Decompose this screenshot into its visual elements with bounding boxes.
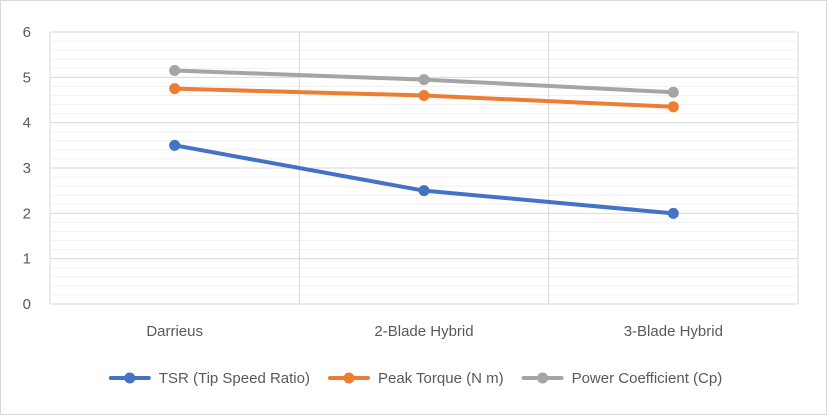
legend-marker (537, 372, 549, 384)
y-tick-label: 4 (23, 115, 31, 132)
data-point (667, 86, 679, 98)
data-point (418, 74, 430, 86)
legend-label: TSR (Tip Speed Ratio) (159, 370, 310, 387)
legend-marker (343, 372, 355, 384)
series-0 (169, 139, 679, 219)
x-axis-categories: Darrieus 2-Blade Hybrid 3-Blade Hybrid (146, 323, 723, 340)
data-point (169, 139, 181, 151)
legend-marker (124, 372, 136, 384)
legend-item-0: TSR (Tip Speed Ratio) (108, 370, 310, 387)
data-point (169, 83, 181, 95)
data-point (667, 207, 679, 219)
legend-item-2: Power Coefficient (Cp) (521, 370, 723, 387)
data-point (418, 89, 430, 101)
legend-item-1: Peak Torque (N m) (327, 370, 504, 387)
series-lines (169, 65, 679, 219)
legend-label: Power Coefficient (Cp) (572, 370, 723, 387)
series-2 (169, 65, 679, 98)
y-tick-label: 2 (23, 205, 31, 222)
legend-label: Peak Torque (N m) (378, 370, 504, 387)
series-1 (169, 83, 679, 113)
data-point (667, 101, 679, 113)
legend: TSR (Tip Speed Ratio) Peak Torque (N m) Po… (108, 370, 723, 387)
grid-lines (49, 31, 799, 305)
y-axis-ticks: 0 1 2 3 4 5 6 (23, 24, 31, 313)
y-tick-label: 6 (23, 24, 31, 41)
y-tick-label: 1 (23, 251, 31, 268)
y-tick-label: 3 (23, 160, 31, 177)
x-category-label: Darrieus (146, 323, 203, 340)
x-category-label: 3-Blade Hybrid (624, 323, 723, 340)
data-point (418, 185, 430, 197)
data-point (169, 65, 181, 77)
series-line (172, 143, 676, 216)
x-category-label: 2-Blade Hybrid (374, 323, 473, 340)
y-tick-label: 0 (23, 296, 31, 313)
y-tick-label: 5 (23, 69, 31, 86)
